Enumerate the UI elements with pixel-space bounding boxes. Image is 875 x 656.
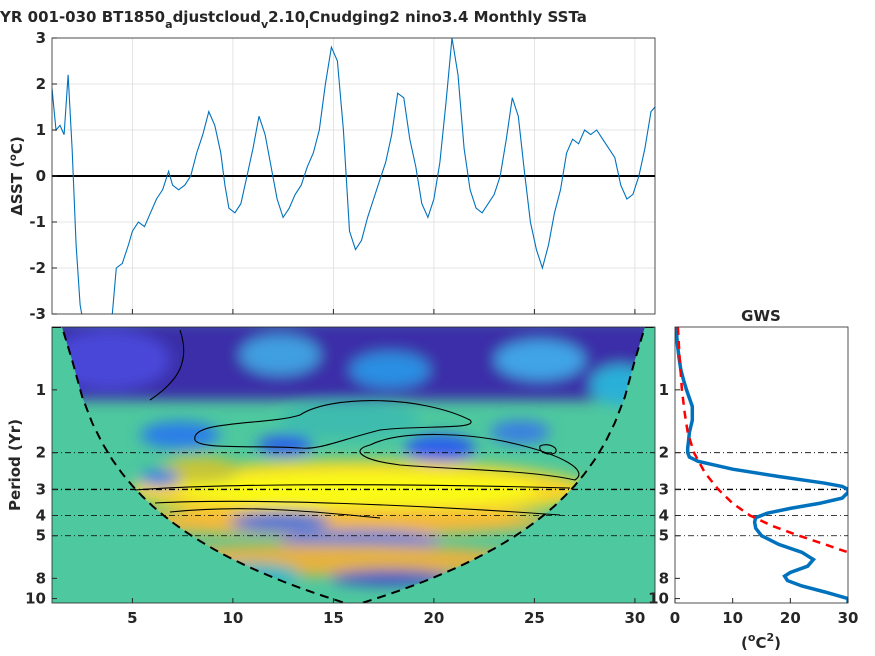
significance-contour-mid [359, 433, 580, 481]
wavelet-panel: 5 10 15 20 25 30 1 2 3 4 5 8 10 Period (Yr) [6, 309, 656, 627]
gws-y-tick-label: 1 [659, 381, 669, 399]
gws-y-tick-label: 10 [648, 590, 669, 608]
timeseries-panel: -3 -2 -1 0 1 2 3 ΔSST (oC) [8, 29, 656, 323]
x-tick-label: 30 [624, 609, 645, 627]
gws-significance-line [676, 327, 848, 554]
y-tick-label: 10 [25, 590, 46, 608]
chart-title: YR 001-030 BT1850adjustcloudv2.10lCnudgi… [0, 8, 587, 31]
wavelet-power-heatmap [52, 327, 655, 603]
gws-y-tick-label: 3 [659, 480, 669, 498]
gws-x-label: (oC2) [741, 631, 781, 652]
gws-x-tick-label: 20 [780, 609, 801, 627]
x-tick-label: 10 [222, 609, 243, 627]
significance-contour-upper [149, 329, 472, 449]
gws-y-tick-label: 4 [659, 507, 669, 525]
gws-frame [674, 326, 849, 604]
coi-shade-left [52, 327, 346, 603]
wavelet-frame [51, 326, 656, 604]
gws-x-ticks: 0 10 20 30 [670, 598, 859, 627]
timeseries-y-label: ΔSST (oC) [8, 136, 26, 216]
y-tick-label: -1 [29, 213, 46, 231]
y-tick-label: -3 [29, 305, 46, 323]
y-tick-label: 0 [36, 167, 46, 185]
title-segment: l [305, 18, 309, 31]
cone-of-influence-line [52, 327, 655, 603]
y-tick-label: 8 [36, 569, 46, 587]
y-tick-label: -2 [29, 259, 46, 277]
wavelet-y-ticks: 1 2 3 4 5 8 10 [25, 381, 57, 608]
gws-power-line [675, 327, 848, 603]
x-tick-label: 5 [127, 609, 137, 627]
title-segment: 2.10 [268, 8, 305, 26]
y-tick-label: 5 [36, 527, 46, 545]
y-tick-label: 1 [36, 381, 46, 399]
wavelet-y-label: Period (Yr) [6, 419, 24, 511]
gws-plot-area [675, 327, 848, 603]
gws-y-tick-label: 8 [659, 569, 669, 587]
gws-y-tick-label: 5 [659, 527, 669, 545]
y-tick-label: 3 [36, 480, 46, 498]
gws-reference-lines [675, 452, 848, 537]
x-tick-label: 20 [423, 609, 444, 627]
x-tick-label: 15 [323, 609, 344, 627]
title-segment: v [261, 18, 269, 31]
gws-title: GWS [741, 307, 781, 325]
y-tick-label: 1 [36, 121, 46, 139]
title-segment: a [165, 18, 172, 31]
y-tick-label: 2 [36, 75, 46, 93]
y-tick-label: 4 [36, 507, 46, 525]
x-tick-label: 25 [524, 609, 545, 627]
gws-x-tick-label: 10 [722, 609, 743, 627]
gws-x-tick-label: 0 [670, 609, 680, 627]
gws-x-tick-label: 30 [838, 609, 859, 627]
y-tick-label: 3 [36, 29, 46, 47]
timeseries-y-ticks: -3 -2 -1 0 1 2 3 [29, 29, 57, 323]
title-segment: djustcloud [173, 8, 261, 26]
gws-y-tick-label: 2 [659, 444, 669, 462]
wavelet-reference-lines [52, 452, 655, 537]
coi-shade-right [361, 327, 655, 603]
y-tick-label: 2 [36, 444, 46, 462]
title-segment: Cnudging2 nino3.4 Monthly SSTa [309, 8, 587, 26]
sst-anomaly-line [52, 38, 655, 314]
wavelet-x-ticks: 5 10 15 20 25 30 [127, 309, 645, 627]
title-segment: YR 001-030 BT1850 [0, 8, 165, 26]
gws-y-ticks: 1 2 3 4 5 8 10 [648, 381, 680, 608]
